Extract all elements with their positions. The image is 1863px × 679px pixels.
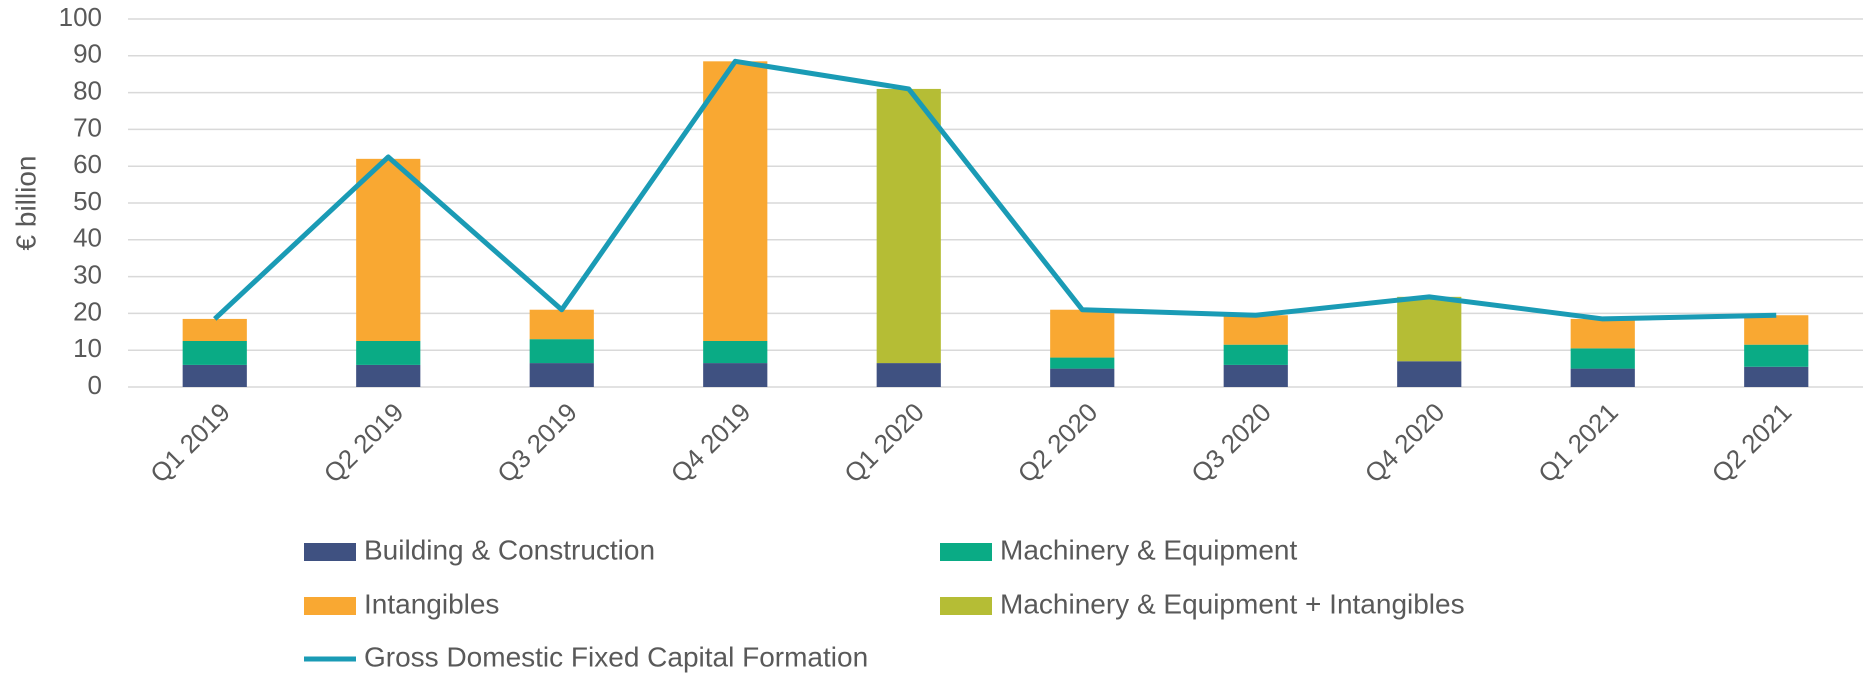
bar-segment (1050, 309, 1115, 358)
bar-segment (703, 363, 768, 387)
bar-segment (1223, 344, 1288, 365)
bar-segment (876, 363, 941, 387)
x-tick-label: Q2 2019 (318, 397, 410, 489)
y-tick-label: 0 (88, 370, 102, 400)
legend-label: Machinery & Equipment + Intangibles (1000, 588, 1465, 619)
y-tick-label: 80 (73, 75, 102, 105)
y-tick-label: 90 (73, 39, 102, 69)
y-tick-label: 60 (73, 149, 102, 179)
bar-segment (182, 341, 247, 365)
y-tick-label: 40 (73, 223, 102, 253)
x-tick-label: Q1 2019 (144, 397, 236, 489)
legend-label: Machinery & Equipment (1000, 534, 1297, 565)
bar-segment (1744, 315, 1809, 345)
bar-segment (356, 364, 421, 387)
x-tick-label: Q3 2020 (1185, 397, 1277, 489)
bar-segment (356, 341, 421, 365)
legend-label: Building & Construction (364, 534, 655, 565)
bar-segment (1397, 361, 1462, 387)
y-tick-label: 100 (59, 2, 102, 32)
bar-segment (1223, 315, 1288, 345)
legend-swatch (940, 543, 992, 561)
bar-segment (1223, 364, 1288, 387)
x-tick-label: Q1 2021 (1532, 397, 1624, 489)
line-series (213, 58, 1777, 322)
bar-segment (1570, 318, 1635, 349)
bar-segment (182, 318, 247, 341)
legend-swatch (304, 543, 356, 561)
bar-segment (182, 364, 247, 387)
bar-segment (1397, 296, 1462, 362)
bar-segment (876, 88, 941, 364)
x-tick-label: Q4 2019 (665, 397, 757, 489)
x-tick-label: Q1 2020 (838, 397, 930, 489)
bar-segment (529, 309, 594, 340)
legend-label: Gross Domestic Fixed Capital Formation (364, 641, 868, 672)
bar-segment (356, 158, 421, 341)
y-tick-label: 20 (73, 296, 102, 326)
bar-segment (529, 363, 594, 387)
x-tick-label: Q3 2019 (491, 397, 583, 489)
y-tick-label: 50 (73, 186, 102, 216)
x-tick-label: Q2 2021 (1706, 397, 1798, 489)
x-tick-label: Q4 2020 (1359, 397, 1451, 489)
bar-segment (703, 341, 768, 364)
bar-segment (1744, 366, 1809, 387)
bar-segment (529, 339, 594, 364)
bar-segment (703, 61, 768, 341)
bar-segment (1570, 368, 1635, 387)
y-tick-label: 10 (73, 333, 102, 363)
legend-swatch (304, 597, 356, 615)
y-axis-label: € billion (10, 156, 41, 251)
bar-segment (1050, 368, 1115, 387)
legend-label: Intangibles (364, 588, 499, 619)
x-tick-label: Q2 2020 (1012, 397, 1104, 489)
y-tick-label: 30 (73, 259, 102, 289)
bar-segment (1744, 344, 1809, 367)
bar-segment (1050, 357, 1115, 369)
legend-swatch (940, 597, 992, 615)
y-tick-label: 70 (73, 112, 102, 142)
bar-segment (1570, 348, 1635, 369)
